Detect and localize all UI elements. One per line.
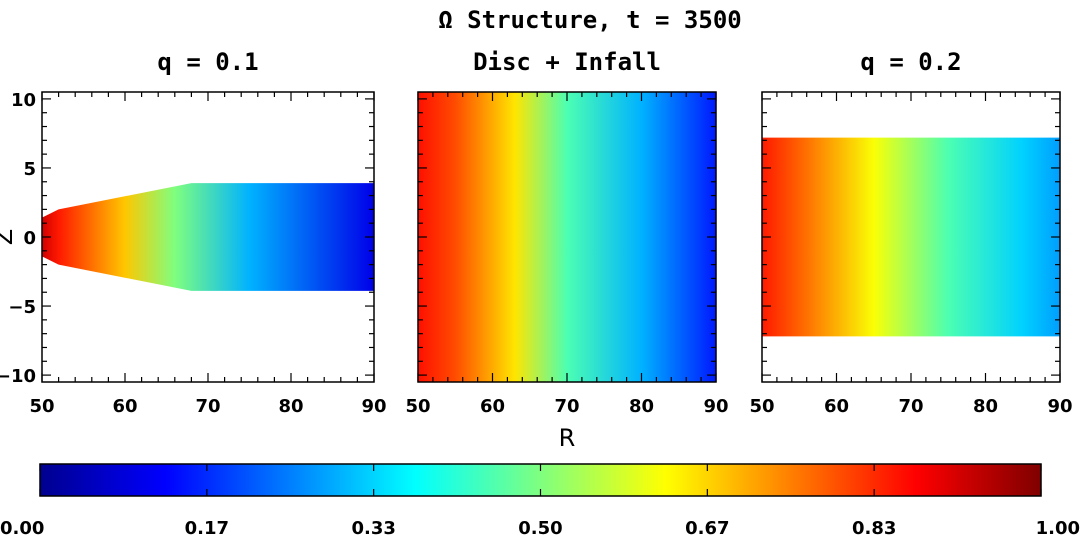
y-tick-label: 0: [23, 228, 36, 249]
y-tick-label: 10: [11, 90, 36, 111]
panel-disc-infall: 50 60 70 80 90 Disc + Infall R: [405, 48, 728, 452]
panel-title: Disc + Infall: [473, 48, 661, 76]
y-axis-label: Z: [0, 229, 18, 245]
y-tick-label: −5: [8, 297, 36, 318]
x-tick-label: 60: [824, 396, 849, 417]
panel-q02: 50 60 70 80 90 q = 0.2: [749, 48, 1072, 417]
y-tick-label: 5: [23, 159, 36, 180]
x-tick-label: 80: [973, 396, 998, 417]
colorbar-tick-label: 0.83: [852, 518, 896, 539]
x-tick-label: 70: [554, 396, 579, 417]
x-tick-label: 80: [629, 396, 654, 417]
heatmap-region: [762, 137, 1060, 337]
colorbar-tick-label: 0.50: [518, 518, 562, 539]
heatmap-region: [42, 183, 374, 291]
panel-title: q = 0.1: [157, 48, 258, 76]
colorbar-tick-label: 0.67: [685, 518, 729, 539]
colorbar-tick-label: 0.33: [351, 518, 395, 539]
x-tick-label: 90: [703, 396, 728, 417]
x-axis-label: R: [559, 424, 576, 452]
x-tick-label: 70: [898, 396, 923, 417]
x-tick-label: 80: [278, 396, 303, 417]
colorbar-tick-label: 0.00: [0, 518, 44, 539]
x-tick-label: 60: [480, 396, 505, 417]
heatmap-region: [418, 92, 716, 382]
x-tick-label: 90: [1047, 396, 1072, 417]
colorbar-tick-label: 1.00: [1036, 518, 1080, 539]
figure-title: Ω Structure, t = 3500: [438, 6, 741, 34]
colorbar-tick-label: 0.17: [185, 518, 229, 539]
x-tick-label: 50: [29, 396, 54, 417]
x-tick-label: 60: [112, 396, 137, 417]
x-tick-label: 50: [405, 396, 430, 417]
x-tick-label: 90: [361, 396, 386, 417]
x-tick-label: 70: [195, 396, 220, 417]
x-tick-label: 50: [749, 396, 774, 417]
colorbar: 0.00 0.17 0.33 0.50 0.67 0.83 1.00: [0, 463, 1080, 539]
panel-title: q = 0.2: [860, 48, 961, 76]
y-tick-label: −10: [0, 366, 36, 387]
